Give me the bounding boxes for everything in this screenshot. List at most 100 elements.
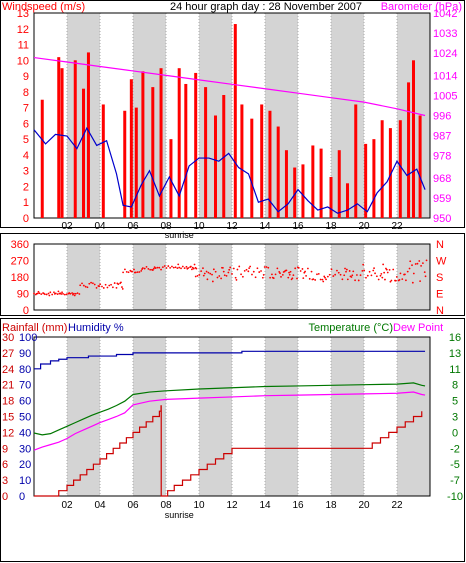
direction-point [361, 269, 364, 272]
wind-axis-label: Windspeed (m/s) [2, 1, 85, 13]
direction-point [61, 291, 63, 294]
direction-point [202, 267, 204, 270]
direction-point [138, 271, 141, 273]
direction-point [121, 286, 123, 288]
direction-point [212, 268, 215, 271]
direction-point [362, 263, 365, 266]
direction-point [424, 275, 427, 278]
direction-point [330, 268, 333, 271]
humidity-y-tick-label: 10 [19, 475, 31, 487]
climate-x-tick-label: 18 [325, 500, 337, 511]
direction-point [317, 272, 320, 275]
direction-point [211, 273, 213, 276]
direction-point [93, 283, 96, 286]
direction-point [220, 277, 223, 280]
temperature-axis-label: Temperature (°C) [309, 322, 393, 334]
direction-point [207, 271, 210, 274]
direction-point [181, 265, 184, 268]
direction-point [248, 267, 251, 270]
direction-point [229, 266, 232, 269]
direction-point [398, 278, 401, 281]
climate-x-tick-label: 02 [61, 500, 73, 511]
direction-point [254, 276, 257, 279]
humidity-y-tick-label: 50 [19, 412, 31, 424]
direction-point [256, 267, 259, 270]
direction-point [314, 279, 317, 281]
wind-y-tick-label: 7 [23, 103, 29, 115]
wind-y-tick-label: 4 [23, 150, 29, 162]
direction-point [389, 280, 392, 283]
direction-point [76, 292, 79, 294]
direction-point [370, 274, 373, 277]
direction-point [69, 292, 72, 295]
barometer-y-tick-label: 1033 [433, 28, 457, 40]
direction-point [236, 268, 239, 271]
wind-gust-bar [73, 60, 77, 218]
wind-gust-bar [57, 57, 61, 219]
barometer-line [33, 56, 426, 117]
direction-point [265, 266, 268, 268]
direction-point [121, 288, 124, 290]
wind-gust-bar [184, 83, 188, 218]
direction-point [404, 273, 406, 276]
wind-plot-frame [33, 12, 431, 219]
direction-point [263, 266, 266, 268]
climate-x-tick-label: 08 [160, 500, 172, 511]
wind-gust-bar [86, 52, 90, 218]
wind-gust-bar [293, 167, 297, 218]
wind-average-line [33, 126, 426, 214]
direction-point [127, 271, 130, 274]
wind-x-tick-label: 22 [391, 221, 403, 232]
direction-point [247, 270, 250, 273]
direction-point [280, 275, 282, 278]
direction-point [392, 268, 395, 271]
wind-x-tick-label: 06 [127, 221, 139, 232]
direction-point [337, 271, 340, 274]
wind-y-tick-label: 9 [23, 71, 29, 83]
direction-point [234, 276, 237, 279]
direction-point [334, 273, 337, 276]
direction-point [285, 269, 288, 272]
direction-point [425, 259, 428, 262]
direction-point [408, 267, 411, 270]
temperature-y-tick-label: 3 [452, 412, 458, 424]
climate-grid-band [133, 337, 166, 496]
temperature-y-tick-label: -2 [450, 443, 460, 455]
wind-gust-bar [250, 118, 254, 218]
direction-point [33, 292, 35, 295]
temperature-y-tick-label: -7 [450, 475, 460, 487]
direction-point [344, 267, 346, 270]
direction-point [73, 292, 75, 295]
wind-gust-bar [276, 126, 280, 218]
direction-point [163, 265, 166, 267]
direction-point [377, 278, 380, 281]
direction-point [312, 278, 315, 281]
direction-point [345, 270, 347, 273]
direction-point [262, 274, 265, 276]
wind-gust-bar [129, 79, 133, 218]
direction-point [288, 271, 290, 274]
direction-compass-label: N [436, 239, 444, 251]
rain-y-tick-label: 6 [2, 459, 8, 471]
direction-point [291, 277, 294, 280]
direction-point [62, 293, 64, 295]
rainfall-line [34, 405, 423, 497]
sunrise-label-top: sunrise [165, 230, 194, 240]
direction-y-tick-label: 360 [11, 239, 29, 251]
direction-point [104, 283, 107, 286]
wind-gust-bar [134, 107, 138, 218]
direction-point [321, 278, 324, 281]
rain-y-tick-label: 27 [2, 348, 14, 360]
direction-y-tick-label: 90 [17, 289, 29, 301]
wind-gust-bar [159, 68, 163, 218]
direction-point [65, 293, 68, 296]
direction-point [120, 281, 122, 284]
direction-point [296, 277, 298, 280]
humidity-y-tick-label: 20 [19, 459, 31, 471]
direction-point [145, 265, 148, 268]
wind-gust-bar [319, 148, 323, 218]
wind-gust-bar [311, 145, 315, 218]
direction-grid-band [397, 244, 430, 310]
wind-y-tick-label: 6 [23, 118, 29, 130]
